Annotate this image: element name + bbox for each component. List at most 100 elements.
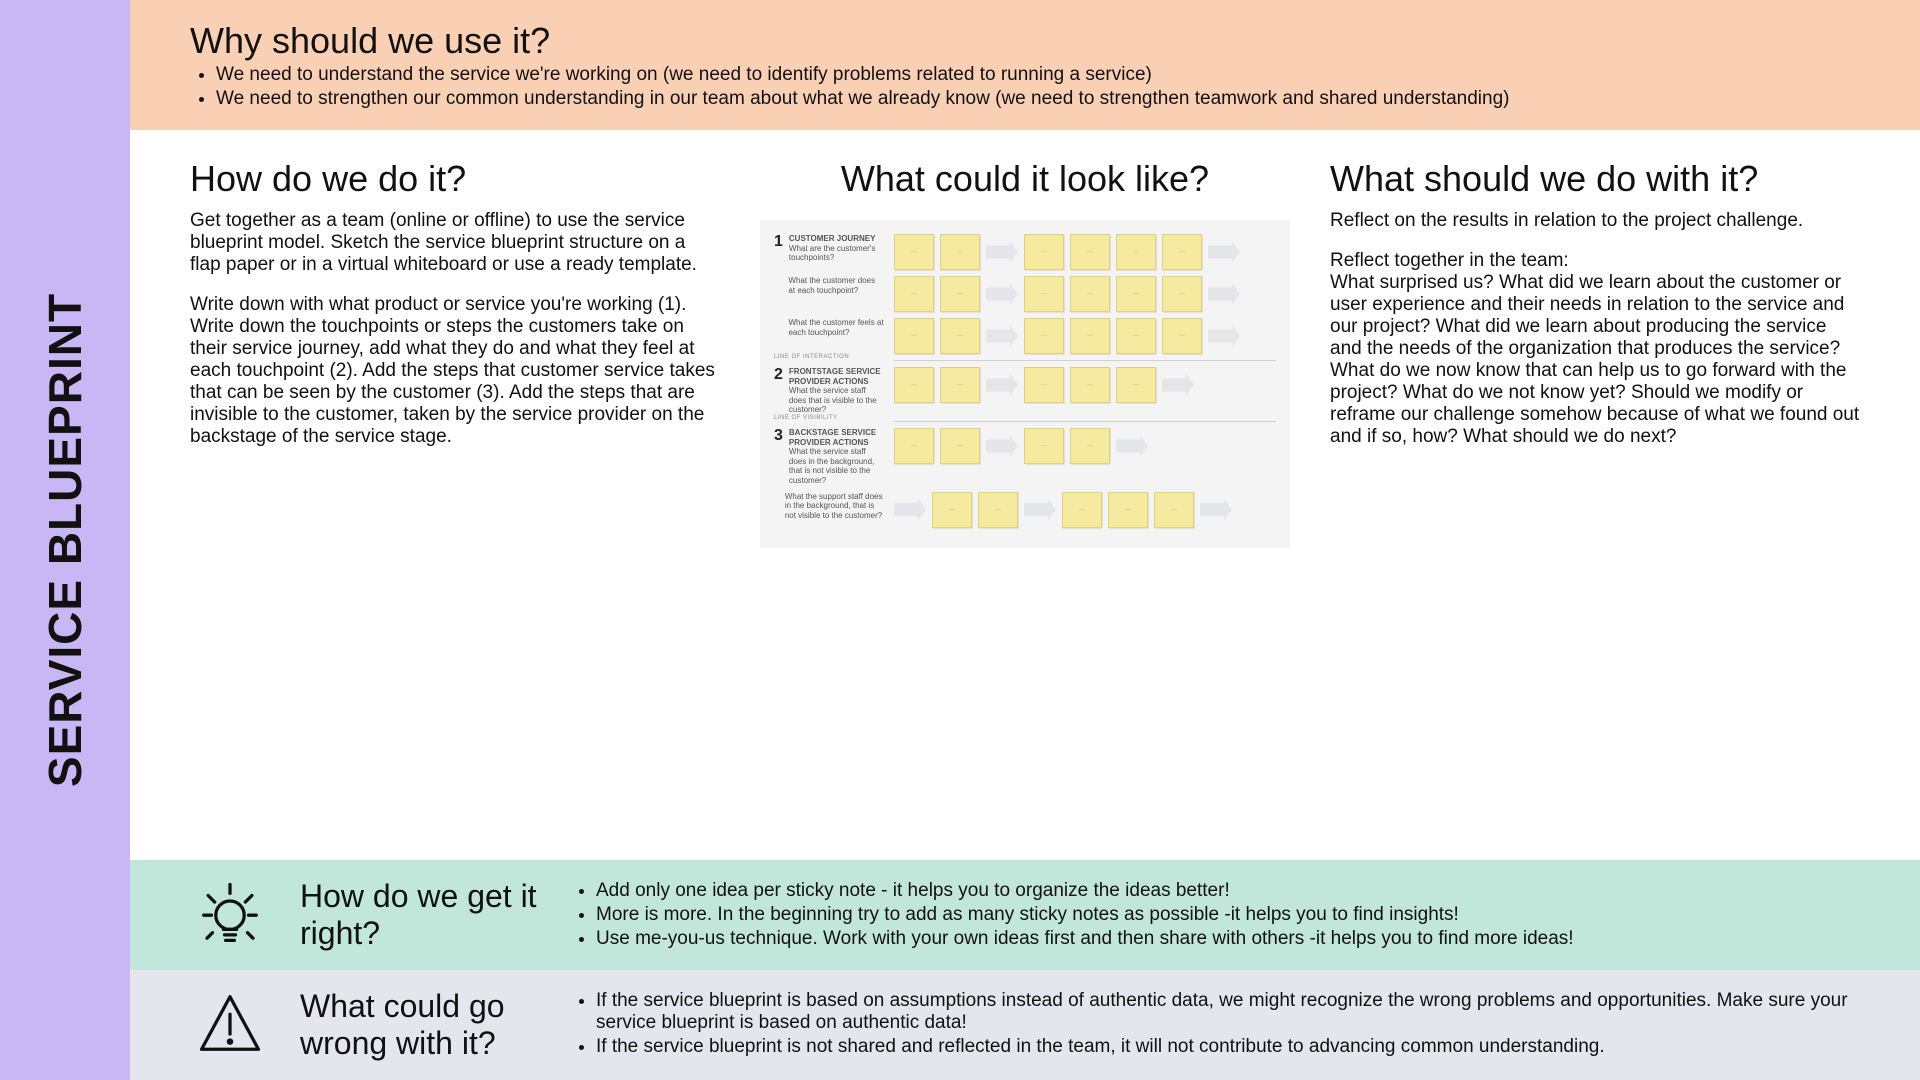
diagram-row: What the customer feels at each touchpoi…: [774, 318, 1276, 354]
sticky-note: ···: [1116, 318, 1156, 354]
sticky-note: ···: [978, 492, 1018, 528]
sticky-note: ···: [1070, 234, 1110, 270]
col-look: What could it look like? 1CUSTOMER JOURN…: [760, 158, 1290, 840]
diagram-row-label: What the support staff does in the backg…: [785, 492, 884, 521]
wrong-heading: What could go wrong with it?: [300, 988, 540, 1062]
sticky-note: ···: [940, 318, 980, 354]
sticky-note: ···: [1116, 367, 1156, 403]
section-wrong: What could go wrong with it? If the serv…: [130, 970, 1920, 1080]
sticky-note: ···: [1162, 276, 1202, 312]
blueprint-diagram: 1CUSTOMER JOURNEYWhat are the customer's…: [760, 220, 1290, 548]
sticky-note: ···: [1070, 367, 1110, 403]
sticky-note: ···: [1070, 318, 1110, 354]
sticky-note: ···: [1162, 234, 1202, 270]
sticky-note: ···: [1024, 234, 1064, 270]
sticky-note: ···: [1070, 428, 1110, 464]
list-item: We need to strengthen our common underst…: [216, 88, 1860, 110]
diagram-row-label: BACKSTAGE SERVICE PROVIDER ACTIONSWhat t…: [789, 428, 884, 486]
section-why: Why should we use it? We need to underst…: [130, 0, 1920, 130]
col-how: How do we do it? Get together as a team …: [190, 158, 720, 840]
diagram-cells: ···············: [894, 367, 1276, 403]
section-middle: How do we do it? Get together as a team …: [130, 130, 1920, 860]
arrow-icon: [986, 374, 1018, 396]
why-bullets: We need to understand the service we're …: [190, 64, 1860, 110]
tips-heading: How do we get it right?: [300, 878, 540, 952]
diagram-divider-label: LINE OF INTERACTION: [774, 354, 849, 360]
diagram-label: 2FRONTSTAGE SERVICE PROVIDER ACTIONSWhat…: [774, 367, 884, 415]
sticky-note: ···: [1162, 318, 1202, 354]
sticky-note: ···: [940, 367, 980, 403]
list-item: More is more. In the beginning try to ad…: [596, 904, 1860, 926]
withit-para1: Reflect on the results in relation to th…: [1330, 210, 1860, 232]
diagram-section-number: 2: [774, 367, 783, 415]
arrow-icon: [1200, 499, 1232, 521]
diagram-section-number: 3: [774, 428, 783, 486]
arrow-icon: [986, 241, 1018, 263]
sticky-note: ···: [894, 367, 934, 403]
sidebar: SERVICE BLUEPRINT: [0, 0, 130, 1080]
list-item: Use me-you-us technique. Work with your …: [596, 928, 1860, 950]
sticky-note: ···: [1062, 492, 1102, 528]
list-item: If the service blueprint is not shared a…: [596, 1036, 1860, 1058]
sidebar-title: SERVICE BLUEPRINT: [38, 293, 92, 787]
arrow-icon: [894, 499, 926, 521]
sticky-note: ···: [1070, 276, 1110, 312]
diagram-label: 3BACKSTAGE SERVICE PROVIDER ACTIONSWhat …: [774, 428, 884, 486]
diagram-row: 1CUSTOMER JOURNEYWhat are the customer's…: [774, 234, 1276, 270]
arrow-icon: [1208, 325, 1240, 347]
sticky-note: ···: [1024, 318, 1064, 354]
diagram-row-label: What the customer does at each touchpoin…: [788, 276, 884, 295]
sticky-note: ···: [1116, 276, 1156, 312]
how-para1: Get together as a team (online or offlin…: [190, 210, 720, 276]
diagram-cells: ··················: [894, 234, 1276, 270]
tips-bullets: Add only one idea per sticky note - it h…: [570, 878, 1860, 952]
sticky-note: ···: [1108, 492, 1148, 528]
sticky-note: ···: [1116, 234, 1156, 270]
warning-icon: [190, 988, 270, 1058]
arrow-icon: [986, 325, 1018, 347]
col-with-it: What should we do with it? Reflect on th…: [1330, 158, 1860, 840]
arrow-icon: [1024, 499, 1056, 521]
arrow-icon: [986, 435, 1018, 457]
diagram-row: What the customer does at each touchpoin…: [774, 276, 1276, 312]
diagram-row: 2FRONTSTAGE SERVICE PROVIDER ACTIONSWhat…: [774, 367, 1276, 415]
list-item: Add only one idea per sticky note - it h…: [596, 880, 1860, 902]
main-content: Why should we use it? We need to underst…: [130, 0, 1920, 1080]
diagram-label: What the customer does at each touchpoin…: [774, 276, 884, 295]
sticky-note: ···: [1024, 428, 1064, 464]
diagram-row: 3BACKSTAGE SERVICE PROVIDER ACTIONSWhat …: [774, 428, 1276, 486]
withit-para2: Reflect together in the team: What surpr…: [1330, 250, 1860, 448]
sticky-note: ···: [940, 428, 980, 464]
how-para2: Write down with what product or service …: [190, 294, 720, 448]
arrow-icon: [1162, 374, 1194, 396]
arrow-icon: [1208, 283, 1240, 305]
how-heading: How do we do it?: [190, 158, 720, 200]
sticky-note: ···: [932, 492, 972, 528]
diagram-section-number: 1: [774, 234, 783, 263]
arrow-icon: [1116, 435, 1148, 457]
diagram-divider: LINE OF VISIBILITY: [894, 421, 1276, 422]
diagram-row-label: FRONTSTAGE SERVICE PROVIDER ACTIONSWhat …: [789, 367, 884, 415]
diagram-label: What the customer feels at each touchpoi…: [774, 318, 884, 337]
list-item: If the service blueprint is based on ass…: [596, 990, 1860, 1034]
diagram-divider-label: LINE OF VISIBILITY: [774, 415, 838, 421]
diagram-row: What the support staff does in the backg…: [774, 492, 1276, 528]
arrow-icon: [1208, 241, 1240, 263]
why-heading: Why should we use it?: [190, 20, 1860, 62]
withit-heading: What should we do with it?: [1330, 158, 1860, 200]
wrong-bullets: If the service blueprint is based on ass…: [570, 988, 1860, 1060]
diagram-label: What the support staff does in the backg…: [774, 492, 884, 521]
sticky-note: ···: [940, 234, 980, 270]
diagram-cells: ···············: [894, 492, 1276, 528]
sticky-note: ···: [894, 234, 934, 270]
page: SERVICE BLUEPRINT Why should we use it? …: [0, 0, 1920, 1080]
lightbulb-icon: [190, 878, 270, 948]
sticky-note: ···: [894, 428, 934, 464]
sticky-note: ···: [1154, 492, 1194, 528]
diagram-cells: ············: [894, 428, 1276, 464]
list-item: We need to understand the service we're …: [216, 64, 1860, 86]
diagram-divider: LINE OF INTERACTION: [894, 360, 1276, 361]
diagram-row-label: What the customer feels at each touchpoi…: [788, 318, 884, 337]
diagram-label: 1CUSTOMER JOURNEYWhat are the customer's…: [774, 234, 884, 263]
look-heading: What could it look like?: [760, 158, 1290, 200]
